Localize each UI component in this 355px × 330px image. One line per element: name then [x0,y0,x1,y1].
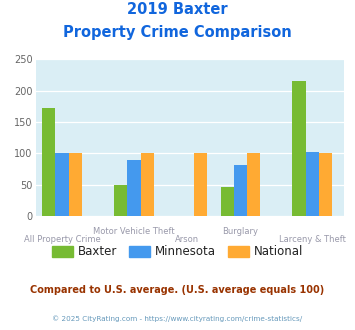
Bar [69,153,82,216]
Text: All Property Crime: All Property Crime [24,235,100,244]
Text: © 2025 CityRating.com - https://www.cityrating.com/crime-statistics/: © 2025 CityRating.com - https://www.city… [53,315,302,322]
Bar [220,187,234,216]
Text: Larceny & Theft: Larceny & Theft [279,235,346,244]
Bar [247,153,261,216]
Bar [42,108,55,216]
Text: Property Crime Comparison: Property Crime Comparison [63,25,292,40]
Text: 2019 Baxter: 2019 Baxter [127,2,228,16]
Text: Motor Vehicle Theft: Motor Vehicle Theft [93,227,175,236]
Text: Compared to U.S. average. (U.S. average equals 100): Compared to U.S. average. (U.S. average … [31,285,324,295]
Bar [141,153,154,216]
Bar [114,185,127,216]
Text: Arson: Arson [175,235,199,244]
Bar [293,81,306,216]
Legend: Baxter, Minnesota, National: Baxter, Minnesota, National [47,241,308,263]
Bar [127,160,141,216]
Bar [319,153,332,216]
Bar [55,153,69,216]
Bar [194,153,207,216]
Bar [234,165,247,216]
Bar [306,151,319,216]
Text: Burglary: Burglary [223,227,258,236]
